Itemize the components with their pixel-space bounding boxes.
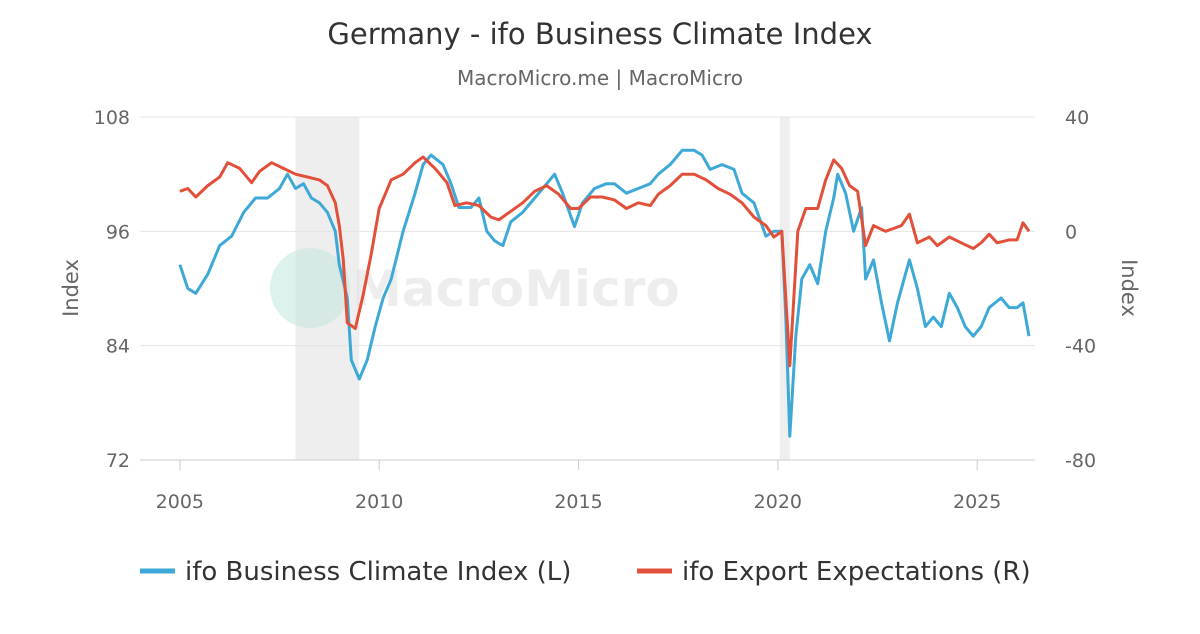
y2-tick-label: 40 [1065, 107, 1089, 129]
watermark-logo [270, 248, 350, 328]
x-tick-label: 2015 [554, 491, 602, 513]
series-line [178, 148, 1031, 438]
legend-label: ifo Export Expectations (R) [682, 557, 1031, 587]
watermark-text: MacroMicro [352, 260, 680, 318]
y2-tick-label: -40 [1065, 336, 1096, 358]
y-tick-label: 108 [94, 107, 130, 129]
series-line [179, 155, 1031, 368]
x-tick-label: 2025 [953, 491, 1001, 513]
y-tick-label: 72 [106, 450, 130, 472]
chart-title: Germany - ifo Business Climate Index [327, 17, 872, 51]
y-tick-label: 96 [106, 221, 130, 243]
legend: ifo Business Climate Index (L) ifo Export… [140, 557, 1031, 587]
y-axis-label: Index [59, 259, 83, 317]
x-tick-label: 2010 [355, 491, 403, 513]
chart-subtitle: MacroMicro.me | MacroMicro [457, 66, 743, 90]
x-tick-label: 2020 [754, 491, 802, 513]
x-tick-label: 2005 [156, 491, 204, 513]
y-tick-label: 84 [106, 336, 130, 358]
y2-tick-label: 0 [1065, 221, 1077, 243]
legend-label: ifo Business Climate Index (L) [185, 557, 571, 587]
watermark: MacroMicro [270, 248, 680, 328]
y2-axis-label: Index [1117, 259, 1141, 317]
y2-tick-label: -80 [1065, 450, 1096, 472]
